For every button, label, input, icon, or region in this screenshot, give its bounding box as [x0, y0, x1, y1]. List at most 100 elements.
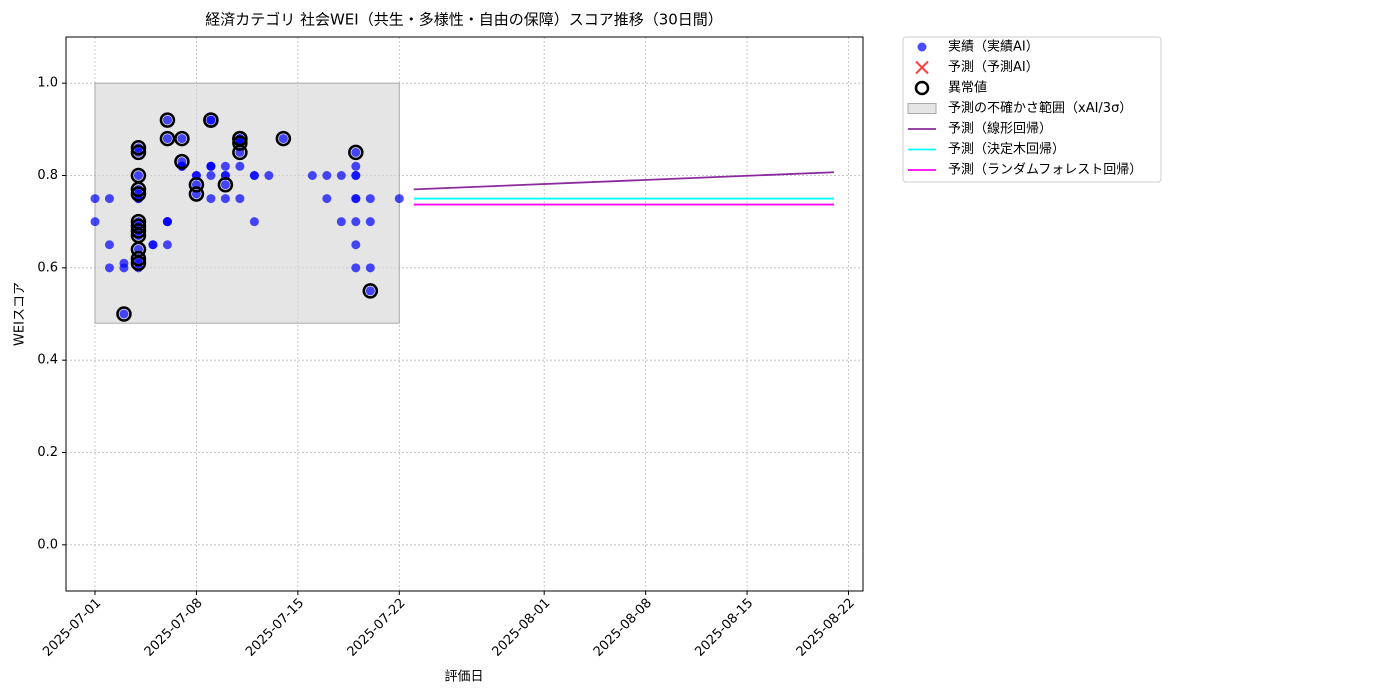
- actual-point: [351, 263, 361, 273]
- anomaly-point: [130, 250, 147, 267]
- anomaly-point: [203, 112, 219, 128]
- actual-point: [220, 180, 230, 190]
- actual-point: [336, 217, 346, 227]
- actual-point: [220, 161, 230, 171]
- anomaly-point: [130, 181, 147, 198]
- legend-label: 予測（ランダムフォレスト回帰）: [948, 162, 1142, 178]
- actual-point: [365, 286, 375, 296]
- x-tick-label: 2025-07-01: [40, 596, 104, 660]
- anomaly-point: [188, 186, 205, 202]
- actual-point: [104, 263, 114, 273]
- x-tick-label: 2025-07-22: [345, 596, 409, 660]
- actual-point: [206, 171, 216, 180]
- legend-label: 予測の不確かさ範囲（xAI/3σ）: [948, 100, 1132, 116]
- legend-label: 異常値: [948, 80, 987, 96]
- plot-area: [90, 82, 835, 324]
- anomaly-point: [159, 112, 176, 128]
- x-tick-label: 2025-08-15: [692, 596, 756, 660]
- actual-point: [206, 115, 216, 125]
- x-tick-label: 2025-07-08: [142, 596, 206, 660]
- actual-point: [278, 134, 288, 144]
- actual-point: [351, 161, 361, 171]
- y-tick-label: 1.0: [37, 76, 58, 91]
- actual-point: [162, 240, 172, 250]
- prediction-line: [413, 171, 835, 191]
- y-tick-label: 0.6: [37, 260, 58, 275]
- actual-point: [322, 171, 332, 180]
- legend-label: 予測（予測AI）: [948, 60, 1039, 75]
- chart-title: 経済カテゴリ 社会WEI（共生・多様性・自由の保障）スコア推移（30日間）: [205, 11, 723, 29]
- actual-point: [394, 194, 404, 204]
- y-axis-label: WEIスコア: [13, 282, 28, 346]
- anomaly-point: [362, 283, 379, 299]
- actual-point: [264, 171, 274, 180]
- actual-point: [235, 161, 245, 171]
- actual-point: [365, 217, 375, 227]
- actual-point: [351, 217, 361, 227]
- actual-point: [206, 194, 216, 204]
- x-tick-label: 2025-08-08: [591, 596, 655, 660]
- actual-point: [307, 171, 317, 180]
- actual-point: [206, 161, 216, 171]
- legend-symbol: [914, 80, 930, 96]
- actual-point: [90, 194, 100, 204]
- legend-symbol: [915, 60, 929, 75]
- actual-point: [336, 171, 346, 180]
- legend-box: [902, 36, 1162, 183]
- actual-point: [249, 171, 259, 180]
- x-axis-label: 評価日: [444, 670, 483, 685]
- y-tick-label: 0.8: [37, 168, 58, 183]
- actual-point: [104, 194, 114, 204]
- actual-point: [162, 217, 172, 227]
- actual-point: [148, 240, 158, 250]
- anomaly-point: [130, 144, 147, 161]
- actual-point: [351, 240, 361, 250]
- legend-symbol: [917, 42, 927, 52]
- y-tick-label: 0.0: [37, 537, 58, 552]
- y-tick-label: 0.4: [37, 353, 58, 368]
- anomaly-point: [130, 223, 147, 239]
- anomaly-point: [130, 218, 147, 235]
- anomaly-point: [275, 130, 292, 147]
- actual-point: [351, 147, 361, 157]
- legend-label: 予測（線形回帰）: [948, 121, 1052, 137]
- actual-point: [365, 263, 375, 273]
- actual-point: [119, 258, 129, 268]
- actual-point: [119, 309, 129, 319]
- anomaly-point: [232, 130, 248, 147]
- plot-frame: [65, 36, 864, 592]
- anomaly-point: [174, 153, 190, 170]
- actual-point: [235, 194, 245, 204]
- anomaly-point: [130, 186, 147, 202]
- y-tick-label: 0.2: [37, 445, 58, 460]
- actual-point: [90, 217, 100, 227]
- anomaly-point: [348, 144, 364, 161]
- anomaly-point: [188, 176, 205, 193]
- legend-label: 予測（決定木回帰）: [948, 141, 1065, 157]
- actual-point: [351, 171, 361, 180]
- anomaly-point: [174, 130, 190, 147]
- anomaly-point: [232, 135, 248, 151]
- actual-point: [133, 171, 143, 180]
- anomaly-point: [217, 176, 234, 193]
- actual-point: [351, 194, 361, 204]
- actual-point: [365, 194, 375, 204]
- actual-point: [162, 115, 172, 125]
- x-tick-label: 2025-08-22: [794, 596, 858, 660]
- anomaly-point: [130, 255, 147, 271]
- actual-point: [104, 240, 114, 250]
- legend-symbol: [907, 103, 937, 114]
- actual-point: [177, 134, 187, 144]
- x-tick-label: 2025-07-15: [243, 596, 307, 660]
- actual-point: [220, 194, 230, 204]
- x-tick-label: 2025-08-01: [489, 596, 553, 660]
- anomaly-point: [159, 130, 176, 147]
- uncertainty-band: [94, 82, 400, 324]
- legend-label: 実績（実績AI）: [948, 39, 1039, 55]
- actual-point: [162, 134, 172, 144]
- actual-point: [249, 217, 259, 227]
- anomaly-point: [130, 140, 147, 156]
- actual-point: [322, 194, 332, 204]
